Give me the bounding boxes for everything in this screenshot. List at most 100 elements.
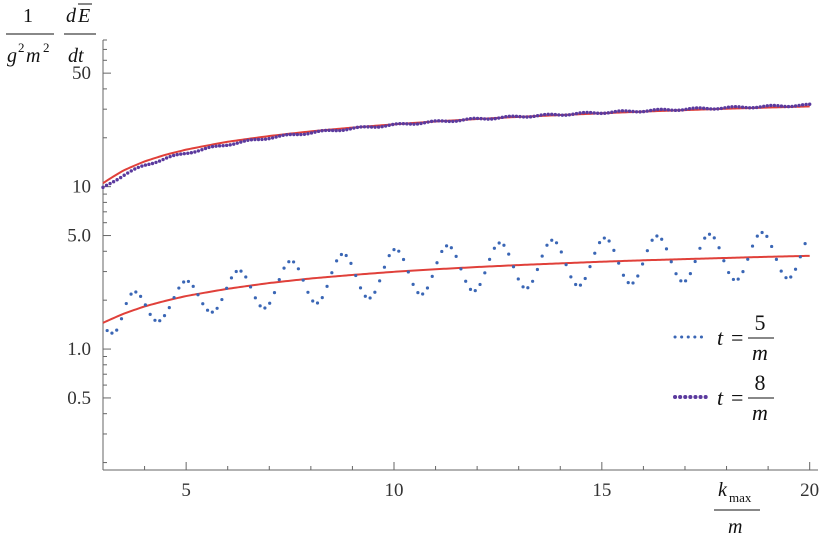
legend-2-den: m [752, 400, 768, 425]
data-point [660, 237, 664, 241]
data-point [344, 253, 348, 258]
data-point [769, 103, 773, 108]
data-point [292, 132, 296, 137]
data-point [203, 146, 208, 151]
data-point [296, 267, 300, 271]
data-point [359, 125, 363, 129]
data-point [352, 126, 356, 130]
data-point [406, 270, 410, 274]
data-point [459, 267, 463, 271]
data-point [392, 248, 396, 252]
ylabel-frac1-den-g: g [7, 45, 17, 67]
data-point [124, 301, 128, 306]
data-point [737, 105, 741, 109]
data-point [186, 279, 191, 284]
data-point [320, 129, 324, 133]
y-tick-label: 1.0 [67, 339, 91, 360]
data-point [196, 293, 200, 297]
data-point [694, 106, 699, 110]
data-point [578, 111, 582, 115]
data-point [705, 106, 709, 111]
legend-1-den: m [752, 340, 768, 365]
ylabel-frac2-num-E: E [77, 5, 90, 27]
data-point [554, 241, 559, 245]
data-point [378, 279, 382, 283]
data-point [557, 113, 561, 117]
data-point [588, 110, 593, 115]
data-point [521, 115, 526, 119]
series [101, 102, 812, 335]
data-point [309, 131, 314, 135]
data-point [525, 115, 529, 119]
data-point [497, 241, 501, 245]
data-point [774, 257, 779, 262]
data-point [500, 115, 504, 120]
x-tick-label: 10 [384, 480, 403, 501]
data-point [334, 128, 338, 133]
data-point [134, 290, 138, 294]
data-point [511, 114, 515, 118]
data-point [239, 140, 243, 144]
data-point [784, 276, 788, 280]
data-point [220, 297, 224, 302]
data-point [507, 252, 511, 256]
data-point [592, 111, 596, 115]
data-point [542, 112, 547, 117]
xlabel-num-sub: max [729, 490, 752, 505]
data-point [401, 121, 406, 126]
fit-line-2 [102, 105, 810, 185]
fit-line-1 [102, 254, 810, 324]
legend-entry-1: t = 5 m [673, 310, 774, 365]
data-point [502, 243, 506, 247]
data-point [299, 132, 303, 137]
data-point [593, 251, 597, 255]
data-point [421, 292, 425, 296]
data-point [118, 175, 123, 180]
data-point [186, 151, 190, 155]
data-point [416, 291, 420, 295]
data-point [550, 112, 554, 117]
data-point [224, 143, 229, 148]
data-point [539, 113, 543, 117]
data-point [429, 119, 434, 124]
data-point [528, 115, 533, 119]
data-point [461, 118, 466, 122]
data-point [719, 106, 724, 111]
data-point [330, 271, 334, 275]
ylabel-frac1-den-exp1: 2 [18, 40, 25, 55]
x-tick-label: 20 [800, 480, 819, 501]
xlabel-num: k [718, 479, 728, 501]
data-point [560, 113, 565, 117]
data-point [143, 163, 148, 167]
data-point [182, 280, 186, 284]
data-point [387, 123, 391, 127]
data-point [253, 137, 257, 142]
data-point [617, 261, 621, 265]
data-point [229, 276, 234, 280]
data-point [246, 138, 250, 142]
data-point [535, 114, 540, 118]
data-point [740, 105, 745, 109]
data-point [263, 137, 268, 141]
data-point [235, 141, 239, 145]
data-point [210, 144, 215, 149]
data-point [790, 104, 794, 109]
data-point [507, 114, 512, 119]
data-point [760, 230, 764, 235]
data-point [688, 272, 692, 276]
data-point [511, 265, 516, 269]
data-point [779, 269, 783, 273]
data-point [422, 121, 427, 125]
data-point [574, 282, 578, 287]
data-point [136, 165, 141, 170]
data-point [698, 106, 702, 110]
data-point [679, 279, 683, 283]
y-tick-label: 10 [72, 177, 91, 198]
data-point [727, 270, 731, 275]
data-point [133, 167, 137, 171]
data-point [765, 234, 769, 238]
data-point [583, 276, 587, 281]
data-point [167, 306, 171, 310]
data-point [444, 244, 449, 248]
data-point [730, 105, 734, 109]
